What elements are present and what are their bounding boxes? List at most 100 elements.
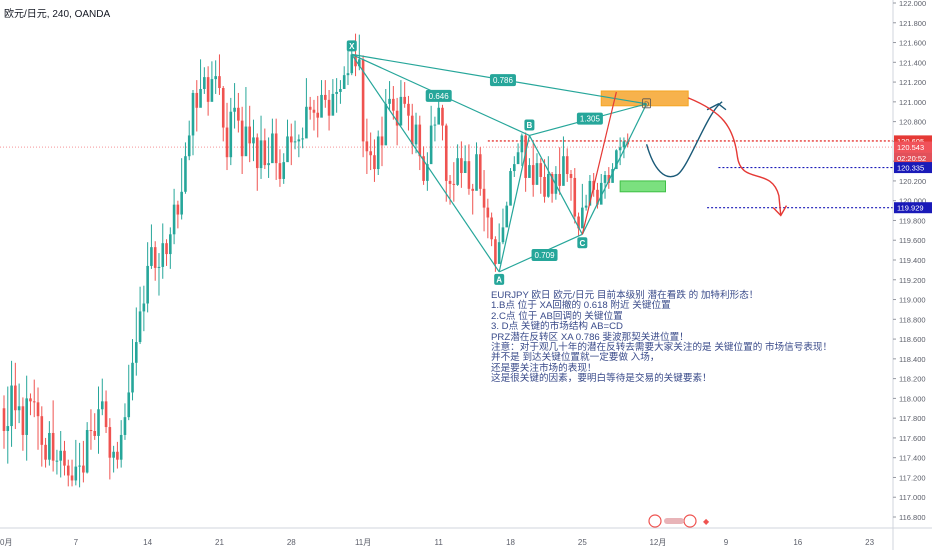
harmonic-pattern: X A B C D 0.786 0.646 1.305 0.709 xyxy=(346,40,689,285)
candle-body xyxy=(444,125,448,181)
candle-body xyxy=(331,93,335,116)
candle-body xyxy=(82,465,85,473)
candle-body xyxy=(108,427,112,458)
candle-body xyxy=(271,133,274,164)
tag-target-2: 119.929 xyxy=(894,202,932,214)
candle-body xyxy=(157,266,161,268)
candle-body xyxy=(161,243,165,267)
y-tick-label: 118.200 xyxy=(899,375,926,384)
time-axis[interactable]: 10月 7 14 21 28 11月 11 18 25 12月 9 16 23 xyxy=(0,527,932,547)
svg-text:◆: ◆ xyxy=(703,517,710,526)
candle-body xyxy=(135,342,138,363)
point-label-bg xyxy=(524,119,535,131)
note-line: 注意：对于观几十年的潜在反转去需要大家关注的是 关键位置的 市场信号表现！ xyxy=(491,342,833,354)
candle-body xyxy=(255,137,259,169)
y-tick-label: 119.400 xyxy=(899,256,926,265)
candle-body xyxy=(308,106,312,110)
x-tick-label: 9 xyxy=(724,538,729,547)
candle-body xyxy=(380,136,384,146)
y-tick-label: 120.800 xyxy=(899,118,926,127)
projection-up-arrowhead xyxy=(706,102,727,111)
interval[interactable]: 240 xyxy=(52,9,70,20)
candle-body xyxy=(282,162,286,179)
candle-body xyxy=(116,451,119,460)
candle-body xyxy=(17,406,21,411)
ratio-label-text: 0.786 xyxy=(493,76,514,85)
candle-body xyxy=(301,138,304,140)
candle-body xyxy=(233,107,236,112)
point-label-text: A xyxy=(496,275,502,284)
candle-body xyxy=(85,430,89,473)
candle-body xyxy=(463,161,467,174)
candle-body xyxy=(324,94,327,100)
candle-body xyxy=(407,103,410,116)
candle-body xyxy=(169,234,172,255)
candle-body xyxy=(214,76,217,80)
x-tick-label: 11月 xyxy=(355,538,371,547)
candle-body xyxy=(123,417,127,435)
candle-body xyxy=(316,112,320,118)
candle-body xyxy=(263,140,267,166)
tag-resistance-bg xyxy=(894,135,932,147)
ratio-label: 1.305 xyxy=(576,112,603,125)
ratio-label-bg xyxy=(531,249,558,262)
ratio-label: 0.646 xyxy=(425,89,452,102)
candle-body xyxy=(535,163,539,185)
y-tick-label: 121.600 xyxy=(899,39,926,48)
x-tick-label: 18 xyxy=(506,538,515,547)
point-label-text: C xyxy=(579,239,585,248)
impulse-arrow xyxy=(581,91,617,235)
candle-body xyxy=(119,434,123,460)
candle-body xyxy=(581,207,584,229)
x-tick-label: 11 xyxy=(435,538,444,547)
point-label-d-text: D xyxy=(644,101,649,108)
y-tick-label: 121.800 xyxy=(899,19,926,28)
tag-last-price-bg xyxy=(894,141,932,153)
y-tick-label: 116.800 xyxy=(899,513,926,522)
point-label-text: X xyxy=(349,42,355,51)
y-tick-label: 121.000 xyxy=(899,98,926,107)
note-line: 并不是 到达关键位置就一定要做 入场， xyxy=(491,352,660,364)
candle-body xyxy=(516,152,520,165)
candle-body xyxy=(29,398,32,402)
point-label-x: X xyxy=(346,40,357,52)
candle-body xyxy=(165,243,168,255)
candle-body xyxy=(286,136,289,163)
tag-resistance: 120.605 xyxy=(894,135,932,147)
candle-body xyxy=(104,401,108,428)
candle-body xyxy=(562,156,565,186)
candle-body xyxy=(203,77,206,89)
candle-body xyxy=(414,124,418,145)
candle-body xyxy=(274,133,278,164)
candle-body xyxy=(172,204,176,235)
candle-body xyxy=(524,135,527,178)
projection-up-curve xyxy=(645,101,723,178)
candle-body xyxy=(237,107,240,121)
candle-body xyxy=(471,188,475,191)
note-line: PRZ潜在反转区 XA 0.786 斐波那契关进位置！ xyxy=(491,331,689,343)
ratio-label: 0.709 xyxy=(531,249,558,262)
x-tick-label: 21 xyxy=(215,538,224,547)
note-line: 3. D点 关键的市场结构 AB=CD xyxy=(491,321,623,333)
candle-body xyxy=(558,174,561,186)
y-tick-label: 119.800 xyxy=(899,216,926,225)
candle-body xyxy=(369,151,372,156)
note-line: 1.B点 位于 XA回撤的 0.618 附近 关键位置 xyxy=(491,300,671,312)
candle-body xyxy=(342,75,346,89)
candle-body xyxy=(437,107,440,125)
y-tick-label: 119.000 xyxy=(899,296,926,305)
candle-body xyxy=(206,77,210,102)
candle-body xyxy=(596,189,599,205)
symbol-name[interactable]: 欧元/日元 xyxy=(4,9,47,20)
candle-body xyxy=(89,430,93,432)
y-tick-label: 120.200 xyxy=(899,177,926,186)
x-tick-label: 28 xyxy=(287,538,296,547)
point-label-text: B xyxy=(527,121,533,130)
x-tick-label: 12月 xyxy=(649,538,666,547)
candle-body xyxy=(191,92,195,136)
candle-body xyxy=(501,227,505,243)
price-axis[interactable]: 122.000 121.800 121.600 121.400 121.200 121.0… xyxy=(892,0,926,550)
